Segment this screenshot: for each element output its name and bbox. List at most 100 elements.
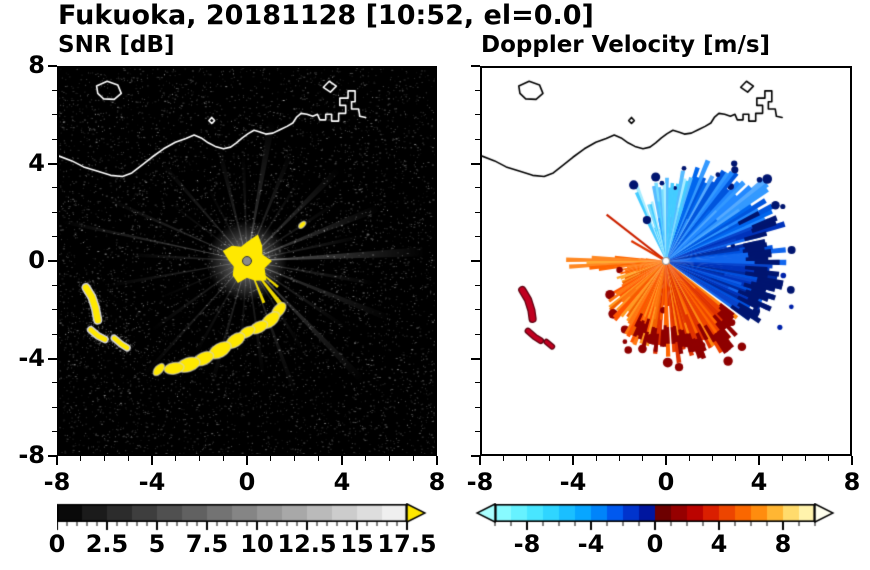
x-tick-label: -4 <box>559 468 587 496</box>
y-tick-mark <box>52 211 57 213</box>
y-tick-label: 0 <box>28 246 45 274</box>
x-tick-mark <box>246 456 248 465</box>
x-tick-mark <box>479 456 481 465</box>
y-tick-mark <box>52 406 57 408</box>
y-tick-mark <box>52 89 57 91</box>
x-tick-mark <box>175 456 177 461</box>
x-tick-mark <box>828 456 830 461</box>
y-tick-mark <box>471 162 480 165</box>
x-tick-mark <box>412 456 414 461</box>
y-tick-label: 4 <box>28 148 45 177</box>
snr-colorbar <box>57 503 429 533</box>
x-tick-mark <box>270 456 272 461</box>
y-tick-mark <box>52 382 57 384</box>
y-tick-mark <box>52 236 57 238</box>
y-tick-mark <box>52 333 57 335</box>
y-tick-mark <box>475 333 480 335</box>
x-tick-mark <box>549 456 551 461</box>
y-tick-mark <box>475 89 480 91</box>
y-tick-mark <box>471 260 480 262</box>
y-tick-mark <box>475 406 480 408</box>
figure-title: Fukuoka, 20181128 [10:52, el=0.0] <box>58 0 594 31</box>
x-tick-mark <box>127 456 129 461</box>
x-tick-mark <box>222 456 224 461</box>
x-tick-mark <box>781 456 783 461</box>
x-tick-label: -4 <box>138 468 166 496</box>
snr-radar-canvas <box>59 68 435 454</box>
y-tick-mark <box>48 65 57 67</box>
colorbar-tick-label: 5 <box>148 530 166 558</box>
y-tick-label: -4 <box>18 343 45 372</box>
x-tick-mark <box>104 456 105 461</box>
y-tick-mark <box>475 309 480 311</box>
x-tick-mark <box>151 456 153 465</box>
x-tick-label: -8 <box>466 468 494 496</box>
y-tick-mark <box>475 211 480 213</box>
x-tick-label: -8 <box>43 468 71 496</box>
colorbar-tick-label: 0 <box>48 530 66 558</box>
x-tick-mark <box>80 456 82 461</box>
colorbar-tick-label: 17.5 <box>377 530 437 558</box>
y-tick-mark <box>475 284 480 286</box>
x-tick-mark <box>526 456 527 461</box>
snr-panel-title: SNR [dB] <box>58 32 175 58</box>
x-tick-mark <box>851 456 853 465</box>
x-tick-mark <box>199 456 200 461</box>
colorbar-tick-label: 7.5 <box>185 530 229 558</box>
x-tick-mark <box>502 456 504 461</box>
x-tick-mark <box>735 456 737 461</box>
y-tick-mark <box>52 187 57 189</box>
y-tick-mark <box>52 284 57 286</box>
y-tick-mark <box>471 357 480 360</box>
y-tick-label: -8 <box>18 441 45 469</box>
x-tick-label: 8 <box>843 468 861 496</box>
y-tick-mark <box>48 455 57 457</box>
colorbar-tick-label: -4 <box>577 530 605 558</box>
y-tick-mark <box>52 138 57 140</box>
colorbar-tick-label: 0 <box>646 530 664 558</box>
x-tick-mark <box>436 456 438 465</box>
x-tick-label: 0 <box>238 468 256 496</box>
y-tick-mark <box>471 65 480 67</box>
x-tick-mark <box>341 456 343 465</box>
x-tick-label: 4 <box>333 468 351 496</box>
x-tick-mark <box>294 456 295 461</box>
colorbar-tick-label: 12.5 <box>277 530 337 558</box>
x-tick-mark <box>56 456 58 465</box>
y-tick-mark <box>475 236 480 238</box>
y-tick-mark <box>48 357 57 360</box>
colorbar-tick-label: 4 <box>710 530 728 558</box>
snr-plot-area <box>57 66 437 456</box>
colorbar-tick-label: 10 <box>240 530 274 558</box>
y-tick-mark <box>52 431 57 433</box>
colorbar-tick-label: -8 <box>513 530 541 558</box>
velocity-colorbar <box>475 503 837 533</box>
x-tick-mark <box>365 456 367 461</box>
y-tick-mark <box>48 162 57 165</box>
x-tick-mark <box>317 456 319 461</box>
colorbar-tick-label: 2.5 <box>85 530 129 558</box>
y-tick-mark <box>475 114 480 116</box>
velocity-radar-canvas <box>482 68 850 454</box>
x-tick-label: 4 <box>750 468 768 496</box>
colorbar-tick-label: 15 <box>340 530 374 558</box>
y-tick-mark <box>52 309 57 311</box>
y-tick-mark <box>475 138 480 140</box>
y-tick-mark <box>471 455 480 457</box>
y-tick-mark <box>475 382 480 384</box>
velocity-plot-area <box>480 66 852 456</box>
x-tick-label: 0 <box>657 468 675 496</box>
y-tick-mark <box>52 114 57 116</box>
x-tick-mark <box>758 456 760 465</box>
x-tick-mark <box>572 456 574 465</box>
y-tick-mark <box>48 260 57 262</box>
colorbar-tick-label: 8 <box>774 530 792 558</box>
x-tick-mark <box>712 456 713 461</box>
y-tick-mark <box>475 187 480 189</box>
x-tick-mark <box>595 456 597 461</box>
x-tick-mark <box>665 456 667 465</box>
x-tick-mark <box>389 456 390 461</box>
y-tick-mark <box>475 431 480 433</box>
x-tick-mark <box>619 456 620 461</box>
